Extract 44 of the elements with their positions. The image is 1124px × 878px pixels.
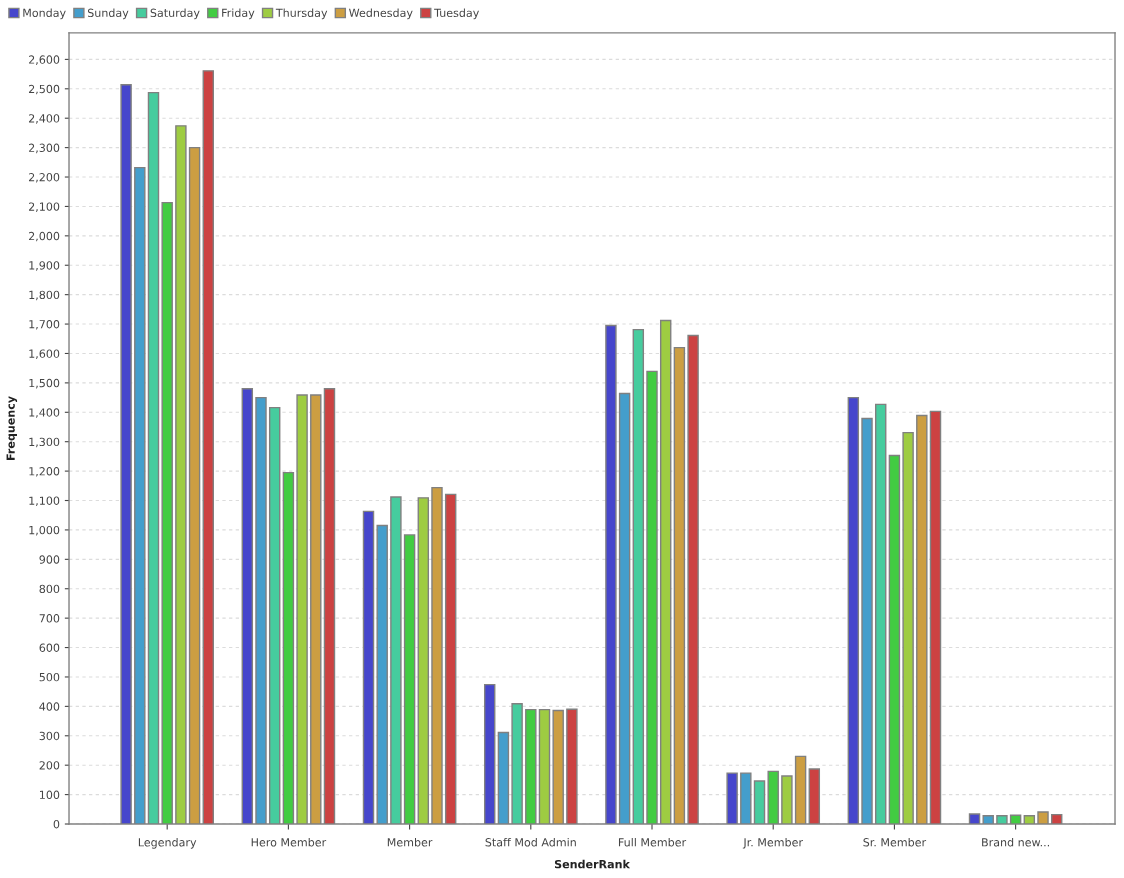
y-tick-label: 400 [39, 702, 60, 711]
y-tick-label: 0 [53, 819, 60, 829]
legend-label: Friday [222, 8, 255, 20]
y-tick-label: 1,000 [29, 525, 60, 536]
y-tick-label: 2,400 [28, 114, 60, 124]
y-tick-label: 1,400 [29, 408, 60, 418]
x-tick-label: Hero Member [251, 837, 327, 847]
x-tick-label: Legendary [138, 837, 197, 849]
y-axis-title: Frequency [6, 396, 18, 460]
legend-label: Saturday [150, 8, 200, 20]
y-tick-label: 1,200 [29, 467, 60, 477]
y-tick-label: 2,000 [28, 231, 60, 242]
y-tick-label: 700 [39, 614, 60, 623]
y-tick-label: 300 [39, 731, 60, 741]
y-tick-label: 1,100 [29, 496, 60, 507]
x-tick-label: Brand new... [982, 837, 1050, 847]
x-tick-label: Jr. Member [742, 837, 804, 849]
x-axis-title: SenderRank [554, 859, 631, 869]
legend-label: Wednesday [349, 8, 413, 20]
y-tick-label: 1,900 [29, 261, 60, 271]
x-tick-label: Staff Mod Admin [485, 837, 576, 847]
legend-label: Sunday [87, 8, 129, 20]
legend-label: Thursday [275, 8, 328, 20]
y-tick-label: 200 [39, 761, 60, 770]
y-tick-label: 500 [39, 672, 60, 682]
x-tick-label: Member [387, 837, 433, 847]
y-tick-label: 2,100 [28, 202, 60, 212]
y-tick-label: 100 [40, 790, 60, 799]
y-tick-label: 1,300 [29, 437, 60, 448]
y-tick-label: 2,500 [28, 84, 60, 95]
y-tick-label: 1,700 [29, 320, 60, 330]
y-tick-label: 1,800 [29, 290, 60, 301]
y-tick-label: 1,500 [29, 378, 60, 389]
y-tick-label: 1,600 [29, 349, 60, 359]
y-tick-label: 2,200 [28, 173, 60, 183]
legend-label: Monday [23, 8, 66, 20]
y-tick-label: 800 [39, 584, 60, 594]
x-tick-label: Full Member [618, 837, 687, 847]
y-tick-label: 2,300 [28, 143, 60, 154]
legend-label: Tuesday [434, 8, 479, 20]
y-tick-label: 600 [39, 643, 60, 652]
y-tick-label: 900 [39, 555, 60, 564]
x-tick-label: Sr. Member [863, 837, 927, 847]
y-tick-label: 2,600 [28, 55, 60, 65]
